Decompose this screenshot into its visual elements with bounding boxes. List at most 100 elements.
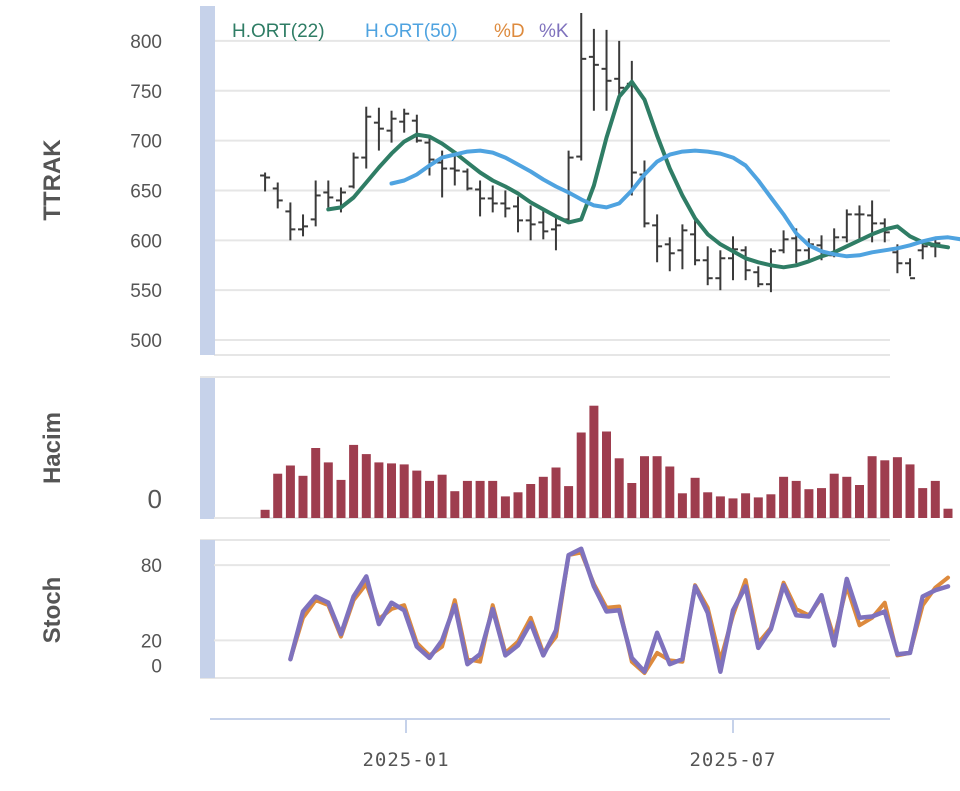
ohlc-bar bbox=[563, 150, 574, 224]
ohlc-bar bbox=[475, 180, 486, 217]
volume-bar bbox=[462, 480, 472, 518]
stoch-tick-label: 0 bbox=[151, 656, 162, 677]
volume-bar bbox=[260, 509, 270, 518]
volume-bar bbox=[602, 431, 611, 518]
ohlc-bar bbox=[272, 182, 283, 209]
volume-bar bbox=[804, 489, 814, 518]
volume-bar bbox=[665, 466, 675, 518]
volume-bar bbox=[475, 480, 485, 518]
price-tick-label: 600 bbox=[130, 231, 162, 252]
volume-bar bbox=[627, 483, 637, 518]
volume-bar bbox=[791, 480, 801, 518]
ohlc-bar bbox=[310, 180, 321, 227]
legend: H.ORT(22) H.ORT(50) %D %K bbox=[232, 21, 569, 42]
ohlc-bar bbox=[285, 202, 296, 241]
price-axis-band bbox=[200, 6, 214, 355]
ma50-line bbox=[389, 148, 960, 259]
ohlc-bar bbox=[260, 172, 271, 192]
ohlc-bar bbox=[740, 246, 751, 281]
volume-bar bbox=[892, 457, 902, 518]
ohlc-bar bbox=[715, 250, 726, 291]
volume-bar bbox=[817, 488, 826, 518]
stoch-k-line bbox=[288, 546, 951, 674]
volume-bar bbox=[526, 484, 536, 518]
volume-bar bbox=[741, 493, 751, 518]
price-candles bbox=[260, 12, 941, 293]
ohlc-bar bbox=[690, 219, 701, 266]
ohlc-bar bbox=[462, 168, 473, 191]
ohlc-bar bbox=[361, 106, 372, 169]
ohlc-bar bbox=[854, 205, 865, 241]
volume-bar bbox=[349, 444, 359, 518]
ohlc-bar bbox=[424, 135, 435, 176]
volume-bar bbox=[690, 477, 700, 518]
volume-bar bbox=[829, 473, 839, 518]
volume-bar bbox=[273, 473, 283, 518]
volume-panel: Hacim 0 bbox=[39, 376, 953, 519]
volume-bar bbox=[412, 470, 422, 518]
volume-bars bbox=[260, 405, 953, 519]
ohlc-bar bbox=[601, 29, 612, 111]
volume-bar bbox=[589, 405, 599, 518]
ohlc-bar bbox=[652, 214, 663, 263]
volume-axis-label: Hacim bbox=[39, 412, 66, 484]
stoch-lines bbox=[288, 546, 951, 675]
ohlc-bar bbox=[905, 258, 916, 280]
volume-bar bbox=[867, 456, 877, 518]
volume-bar bbox=[918, 488, 928, 518]
price-axis-label: TTRAK bbox=[39, 139, 66, 221]
stoch-axis-label: Stoch bbox=[39, 577, 66, 644]
price-panel: TTRAK 500 550 600 650 700 750 800 H.ORT(22) H.… bbox=[39, 6, 960, 356]
volume-bar bbox=[855, 485, 864, 518]
price-tick-label: 500 bbox=[130, 331, 162, 352]
volume-bar bbox=[766, 494, 776, 518]
ohlc-bar bbox=[487, 185, 498, 213]
ohlc-bar bbox=[614, 40, 625, 99]
ohlc-bar bbox=[765, 248, 776, 293]
volume-bar bbox=[361, 454, 371, 518]
volume-bar bbox=[779, 476, 789, 518]
ohlc-bar bbox=[513, 196, 524, 233]
volume-bar bbox=[640, 456, 649, 518]
volume-bar bbox=[399, 464, 409, 518]
time-axis-ticks: 2025-01 2025-07 bbox=[362, 719, 776, 771]
volume-bar bbox=[450, 491, 460, 518]
ohlc-bar bbox=[702, 246, 713, 286]
ohlc-bar bbox=[411, 114, 422, 143]
ohlc-bar bbox=[449, 155, 460, 186]
volume-bar bbox=[715, 496, 725, 518]
volume-bar bbox=[551, 467, 561, 518]
volume-bar bbox=[652, 456, 662, 518]
ohlc-bar bbox=[298, 214, 309, 237]
stoch-tick-label: 80 bbox=[141, 556, 162, 577]
volume-bar bbox=[905, 464, 915, 518]
volume-bar bbox=[538, 476, 548, 518]
volume-bar bbox=[576, 432, 586, 518]
price-tick-label: 700 bbox=[130, 132, 162, 153]
volume-bar bbox=[880, 460, 890, 518]
stoch-axis-band bbox=[200, 540, 214, 678]
volume-bar bbox=[842, 476, 852, 518]
ohlc-bar bbox=[323, 180, 334, 208]
price-tick-labels: 500 550 600 650 700 750 800 bbox=[130, 32, 162, 352]
volume-bar bbox=[387, 463, 396, 518]
legend-ma22: H.ORT(22) bbox=[232, 21, 325, 42]
volume-bar bbox=[311, 448, 321, 518]
ohlc-bar bbox=[538, 210, 549, 240]
volume-bar bbox=[298, 475, 308, 518]
stoch-tick-label: 20 bbox=[141, 631, 162, 652]
volume-bar bbox=[425, 480, 434, 518]
ohlc-bar bbox=[386, 110, 397, 143]
ohlc-bar bbox=[399, 108, 410, 133]
volume-bar bbox=[336, 479, 346, 518]
volume-bar bbox=[285, 465, 295, 518]
ohlc-bar bbox=[930, 239, 941, 258]
ohlc-bar bbox=[348, 152, 359, 189]
ma22-line bbox=[326, 79, 950, 270]
ohlc-bar bbox=[576, 12, 587, 161]
ohlc-bar bbox=[373, 107, 384, 151]
price-tick-label: 550 bbox=[130, 281, 162, 302]
legend-stoch-d: %D bbox=[494, 21, 525, 42]
volume-bar bbox=[488, 480, 498, 518]
price-tick-label: 800 bbox=[130, 32, 162, 53]
